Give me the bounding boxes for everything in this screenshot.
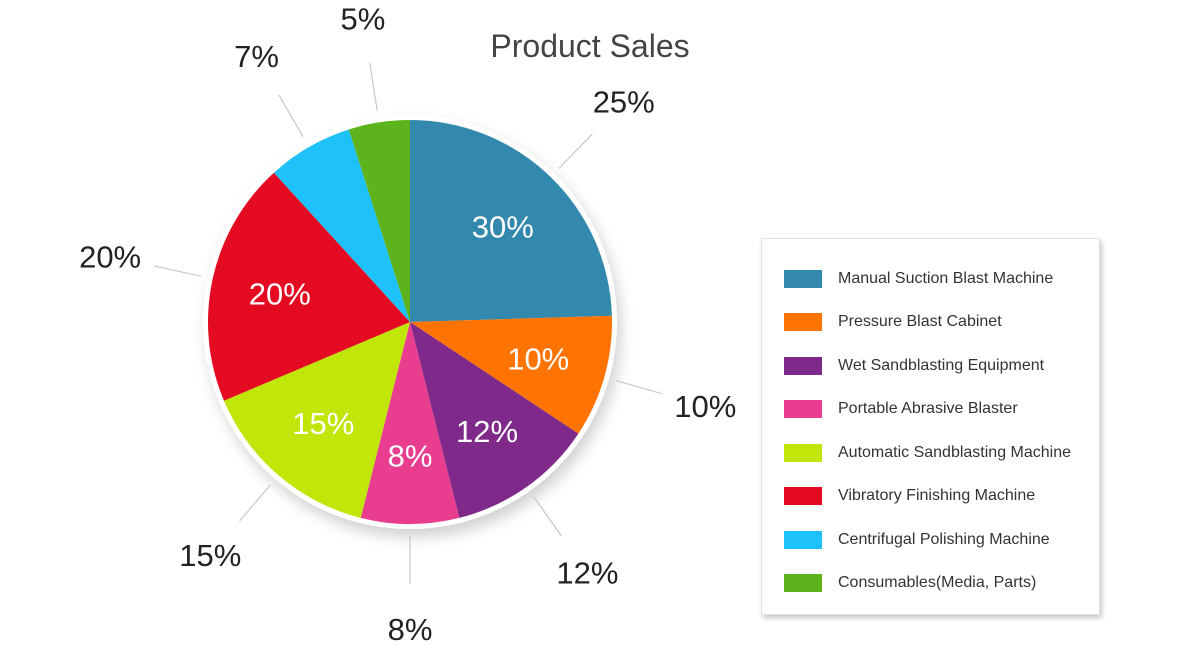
- slice-inner-label: 12%: [456, 414, 518, 449]
- legend-label: Vibratory Finishing Machine: [838, 487, 1036, 504]
- pie-slice: [207, 172, 410, 401]
- outer-labels: 25% 10% 12% 8% 15% 20% 7% 5%: [79, 2, 736, 647]
- legend-item: Portable Abrasive Blaster: [784, 399, 1018, 419]
- slice-inner-label: 10%: [507, 341, 569, 376]
- pie-slice: [360, 322, 460, 524]
- legend-swatch: [784, 400, 822, 418]
- leader-line: [153, 265, 202, 277]
- legend-swatch: [784, 270, 822, 288]
- legend-label: Centrifugal Polishing Machine: [838, 531, 1050, 548]
- legend-swatch: [784, 444, 822, 462]
- slice-outer-label: 20%: [79, 239, 141, 274]
- slice-inner-label: 8%: [388, 438, 433, 473]
- pie-slice: [410, 315, 612, 434]
- leader-line: [239, 484, 272, 522]
- legend-swatch: [784, 574, 822, 592]
- legend-item: Consumables(Media, Parts): [784, 573, 1036, 593]
- legend-swatch: [784, 531, 822, 549]
- slice-outer-label: 25%: [593, 85, 655, 120]
- leader-lines: [153, 63, 663, 584]
- legend-swatch: [784, 487, 822, 505]
- legend-item: Wet Sandblasting Equipment: [784, 356, 1044, 376]
- legend-swatch: [784, 357, 822, 375]
- pie-slice: [410, 322, 579, 518]
- legend-item: Manual Suction Blast Machine: [784, 269, 1053, 289]
- pie-slice: [273, 129, 410, 322]
- legend-label: Portable Abrasive Blaster: [838, 400, 1018, 417]
- leader-line: [558, 133, 593, 169]
- legend-label: Wet Sandblasting Equipment: [838, 357, 1045, 374]
- legend-item: Centrifugal Polishing Machine: [784, 530, 1050, 550]
- pie-slice: [410, 120, 612, 322]
- leader-line: [369, 63, 378, 111]
- slice-outer-label: 12%: [556, 556, 618, 591]
- legend-item: Pressure Blast Cabinet: [784, 312, 1002, 332]
- leader-line: [533, 496, 562, 537]
- legend-item: Automatic Sandblasting Machine: [784, 443, 1071, 463]
- leader-line: [278, 94, 304, 137]
- inner-labels: 30% 10% 12% 8% 15% 20%: [249, 209, 570, 473]
- leader-line: [615, 379, 663, 395]
- chart-legend: Manual Suction Blast Machine Pressure Bl…: [761, 238, 1100, 615]
- slice-outer-label: 7%: [234, 39, 279, 74]
- pie-slice: [223, 322, 410, 518]
- legend-swatch: [784, 313, 822, 331]
- legend-item: Vibratory Finishing Machine: [784, 486, 1035, 506]
- chart-title: Product Sales: [490, 28, 690, 64]
- legend-label: Automatic Sandblasting Machine: [838, 444, 1072, 461]
- legend-label: Pressure Blast Cabinet: [838, 313, 1002, 330]
- slice-outer-label: 5%: [341, 2, 386, 37]
- slice-outer-label: 10%: [674, 389, 736, 424]
- legend-label: Manual Suction Blast Machine: [838, 270, 1054, 287]
- pie-slice: [348, 120, 410, 322]
- pie-slices: [207, 120, 612, 524]
- slice-inner-label: 15%: [292, 406, 354, 441]
- slice-outer-label: 8%: [388, 612, 433, 647]
- legend-label: Consumables(Media, Parts): [838, 574, 1037, 591]
- slice-inner-label: 20%: [249, 276, 311, 311]
- slice-outer-label: 15%: [179, 538, 241, 573]
- slice-inner-label: 30%: [472, 209, 534, 244]
